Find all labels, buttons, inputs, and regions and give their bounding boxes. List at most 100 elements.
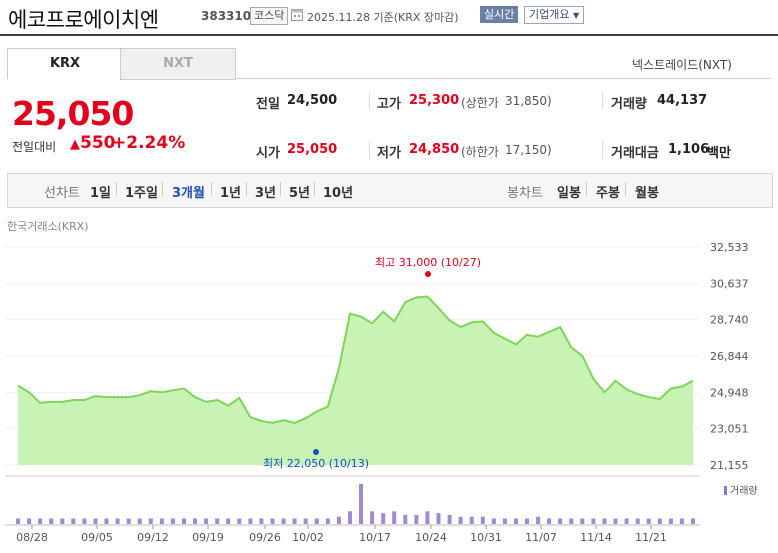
volume-bar [591, 518, 596, 524]
period-weekly[interactable]: 주봉 [596, 186, 620, 201]
divider [586, 182, 587, 196]
realtime-button[interactable]: 실시간 [480, 6, 519, 23]
chevron-down-icon: ▼ [572, 11, 580, 20]
high-label: 고가 [377, 97, 401, 112]
divider [280, 182, 281, 196]
data-source: 한국거래소(KRX) [7, 220, 89, 233]
volume-bar [691, 518, 695, 524]
divider [602, 92, 603, 110]
low-annotation: 최저 22,050 (10/13) [263, 457, 369, 470]
trade-amount-value: 1,106 [668, 142, 710, 157]
volume-bar [292, 518, 297, 524]
stock-code: 383310 [201, 9, 252, 23]
volume-bar [447, 514, 452, 524]
volume-bar [204, 518, 209, 524]
period-3y[interactable]: 3년 [255, 186, 277, 201]
upper-limit-label: (상한가 [461, 96, 499, 110]
volume-bar [436, 513, 441, 524]
volume-bar [126, 518, 131, 524]
volume-bar [159, 518, 164, 524]
chart-period-bar [7, 173, 773, 208]
period-3m[interactable]: 3개월 [172, 186, 205, 201]
period-5y[interactable]: 5년 [289, 186, 311, 201]
volume-bar [16, 518, 20, 524]
volume-bar [657, 518, 662, 524]
volume-bar [325, 518, 330, 524]
volume-bar [414, 514, 419, 524]
divider [211, 182, 212, 196]
price-change: ▲550 [70, 133, 116, 153]
volume-bar [613, 518, 618, 524]
volume-bar [38, 518, 43, 524]
nextrade-link[interactable]: 넥스트레이드(NXT) [632, 58, 732, 72]
volume-bar [514, 518, 518, 524]
volume-bar [148, 518, 153, 524]
tab-nxt[interactable]: NXT [120, 48, 236, 80]
price-area [18, 296, 693, 465]
volume-bar [580, 518, 585, 524]
market-badge: 코스닥 [250, 7, 289, 25]
x-tick-label: 10/31 [470, 531, 502, 544]
lower-limit-value: 17,150) [505, 143, 552, 157]
volume-bar [635, 518, 640, 524]
volume-bar [336, 516, 341, 524]
period-1y[interactable]: 1년 [220, 186, 242, 201]
period-1w[interactable]: 1주일 [125, 186, 158, 201]
stock-name: 에코프로에이치엔 [8, 8, 159, 32]
volume-bar [536, 516, 541, 524]
volume-bar [547, 518, 552, 524]
x-tick-label: 10/24 [415, 531, 447, 544]
company-info-dropdown[interactable]: 기업개요 ▼ [524, 6, 585, 24]
y-tick-label: 28,740 [710, 314, 749, 327]
calendar-icon [291, 9, 303, 21]
volume-legend-swatch [724, 486, 727, 495]
volume-bar [359, 484, 363, 524]
divider [116, 182, 117, 196]
tab-krx[interactable]: KRX [7, 48, 123, 79]
volume-bar [137, 518, 142, 524]
period-monthly[interactable]: 월봉 [635, 186, 659, 201]
open-label: 시가 [256, 146, 280, 161]
line-chart-label: 선차트 [44, 186, 80, 201]
volume-bar [237, 518, 242, 524]
volume-bar [82, 518, 87, 524]
volume-label: 거래량 [611, 97, 647, 112]
volume-bar [480, 516, 485, 524]
x-tick-label: 09/19 [192, 531, 224, 544]
x-tick-label: 08/28 [16, 531, 48, 544]
y-tick-label: 30,637 [710, 277, 749, 290]
volume-bar [392, 511, 397, 524]
current-price: 25,050 [12, 94, 134, 133]
high-value: 25,300 [409, 93, 460, 108]
volume-bar [259, 518, 264, 524]
company-info-label: 기업개요 [529, 8, 570, 21]
volume-bar [60, 518, 65, 524]
candle-chart-label: 봉차트 [507, 186, 543, 201]
volume-bar [525, 518, 529, 524]
volume-bar [491, 518, 496, 524]
volume-bar [469, 516, 474, 524]
stock-header [0, 0, 778, 36]
change-percent: +2.24% [112, 133, 186, 153]
change-label: 전일대비 [12, 140, 57, 154]
prev-close-value: 24,500 [287, 93, 338, 108]
volume-bar [303, 518, 308, 524]
trade-amount-label: 거래대금 [611, 146, 659, 161]
divider [314, 182, 315, 196]
volume-bar [348, 511, 352, 524]
volume-bar [679, 518, 684, 524]
volume-bar [215, 518, 220, 524]
volume-bar [226, 518, 231, 524]
x-tick-label: 10/17 [359, 531, 391, 544]
price-line [17, 295, 694, 424]
divider [369, 92, 370, 110]
y-tick-label: 23,051 [710, 423, 749, 436]
divider [246, 182, 247, 196]
volume-bar [668, 518, 673, 524]
period-1d[interactable]: 1일 [90, 186, 112, 201]
volume-bar [182, 518, 186, 524]
volume-bar [115, 518, 120, 524]
period-daily[interactable]: 일봉 [557, 186, 581, 201]
period-10y[interactable]: 10년 [323, 186, 354, 201]
y-tick-label: 24,948 [710, 386, 749, 399]
